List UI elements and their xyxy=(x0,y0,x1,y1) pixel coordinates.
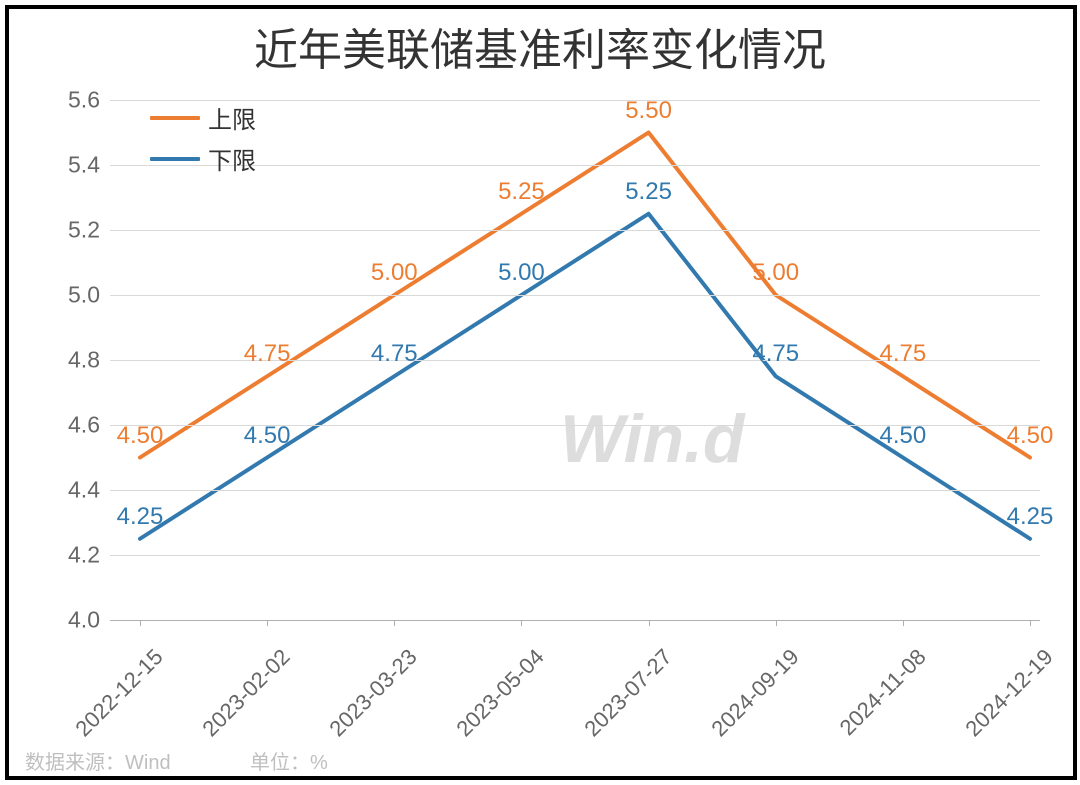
data-label: 4.50 xyxy=(879,422,926,450)
x-tick-mark xyxy=(140,620,141,626)
legend-item: 上限 xyxy=(150,100,256,135)
gridline xyxy=(110,490,1040,491)
y-tick-label: 4.2 xyxy=(50,542,100,569)
data-label: 4.25 xyxy=(1007,503,1054,531)
legend-label: 上限 xyxy=(208,100,256,135)
chart-title: 近年美联储基准利率变化情况 xyxy=(0,14,1080,78)
chart-container: 近年美联储基准利率变化情况 Win.d 上限下限 数据来源：Wind 单位：% … xyxy=(0,0,1080,785)
x-tick-mark xyxy=(776,620,777,626)
source-label: 数据来源：Wind xyxy=(25,746,171,775)
data-label: 5.00 xyxy=(752,259,799,287)
y-tick-label: 4.6 xyxy=(50,412,100,439)
legend-item: 下限 xyxy=(150,141,256,176)
x-tick-mark xyxy=(267,620,268,626)
unit-label: 单位：% xyxy=(250,746,328,775)
data-label: 5.25 xyxy=(498,178,545,206)
data-label: 5.50 xyxy=(625,97,672,125)
data-label: 4.25 xyxy=(117,503,164,531)
x-tick-mark xyxy=(903,620,904,626)
x-tick-mark xyxy=(1030,620,1031,626)
x-tick-mark xyxy=(394,620,395,626)
data-label: 4.75 xyxy=(244,340,291,368)
y-tick-label: 5.0 xyxy=(50,282,100,309)
x-tick-mark xyxy=(521,620,522,626)
gridline xyxy=(110,295,1040,296)
x-axis-line xyxy=(110,620,1040,621)
y-tick-label: 5.4 xyxy=(50,152,100,179)
legend-swatch xyxy=(150,116,200,120)
legend-label: 下限 xyxy=(208,141,256,176)
gridline xyxy=(110,230,1040,231)
data-label: 5.00 xyxy=(371,259,418,287)
legend: 上限下限 xyxy=(150,100,256,176)
data-label: 4.50 xyxy=(1007,422,1054,450)
x-tick-mark xyxy=(649,620,650,626)
data-label: 4.50 xyxy=(244,422,291,450)
gridline xyxy=(110,555,1040,556)
y-tick-label: 5.6 xyxy=(50,87,100,114)
y-tick-label: 4.8 xyxy=(50,347,100,374)
data-label: 5.25 xyxy=(625,178,672,206)
data-label: 4.75 xyxy=(371,340,418,368)
y-tick-label: 5.2 xyxy=(50,217,100,244)
data-label: 4.50 xyxy=(117,422,164,450)
y-tick-label: 4.4 xyxy=(50,477,100,504)
data-label: 4.75 xyxy=(752,340,799,368)
legend-swatch xyxy=(150,157,200,161)
data-label: 4.75 xyxy=(879,340,926,368)
y-tick-label: 4.0 xyxy=(50,607,100,634)
data-label: 5.00 xyxy=(498,259,545,287)
